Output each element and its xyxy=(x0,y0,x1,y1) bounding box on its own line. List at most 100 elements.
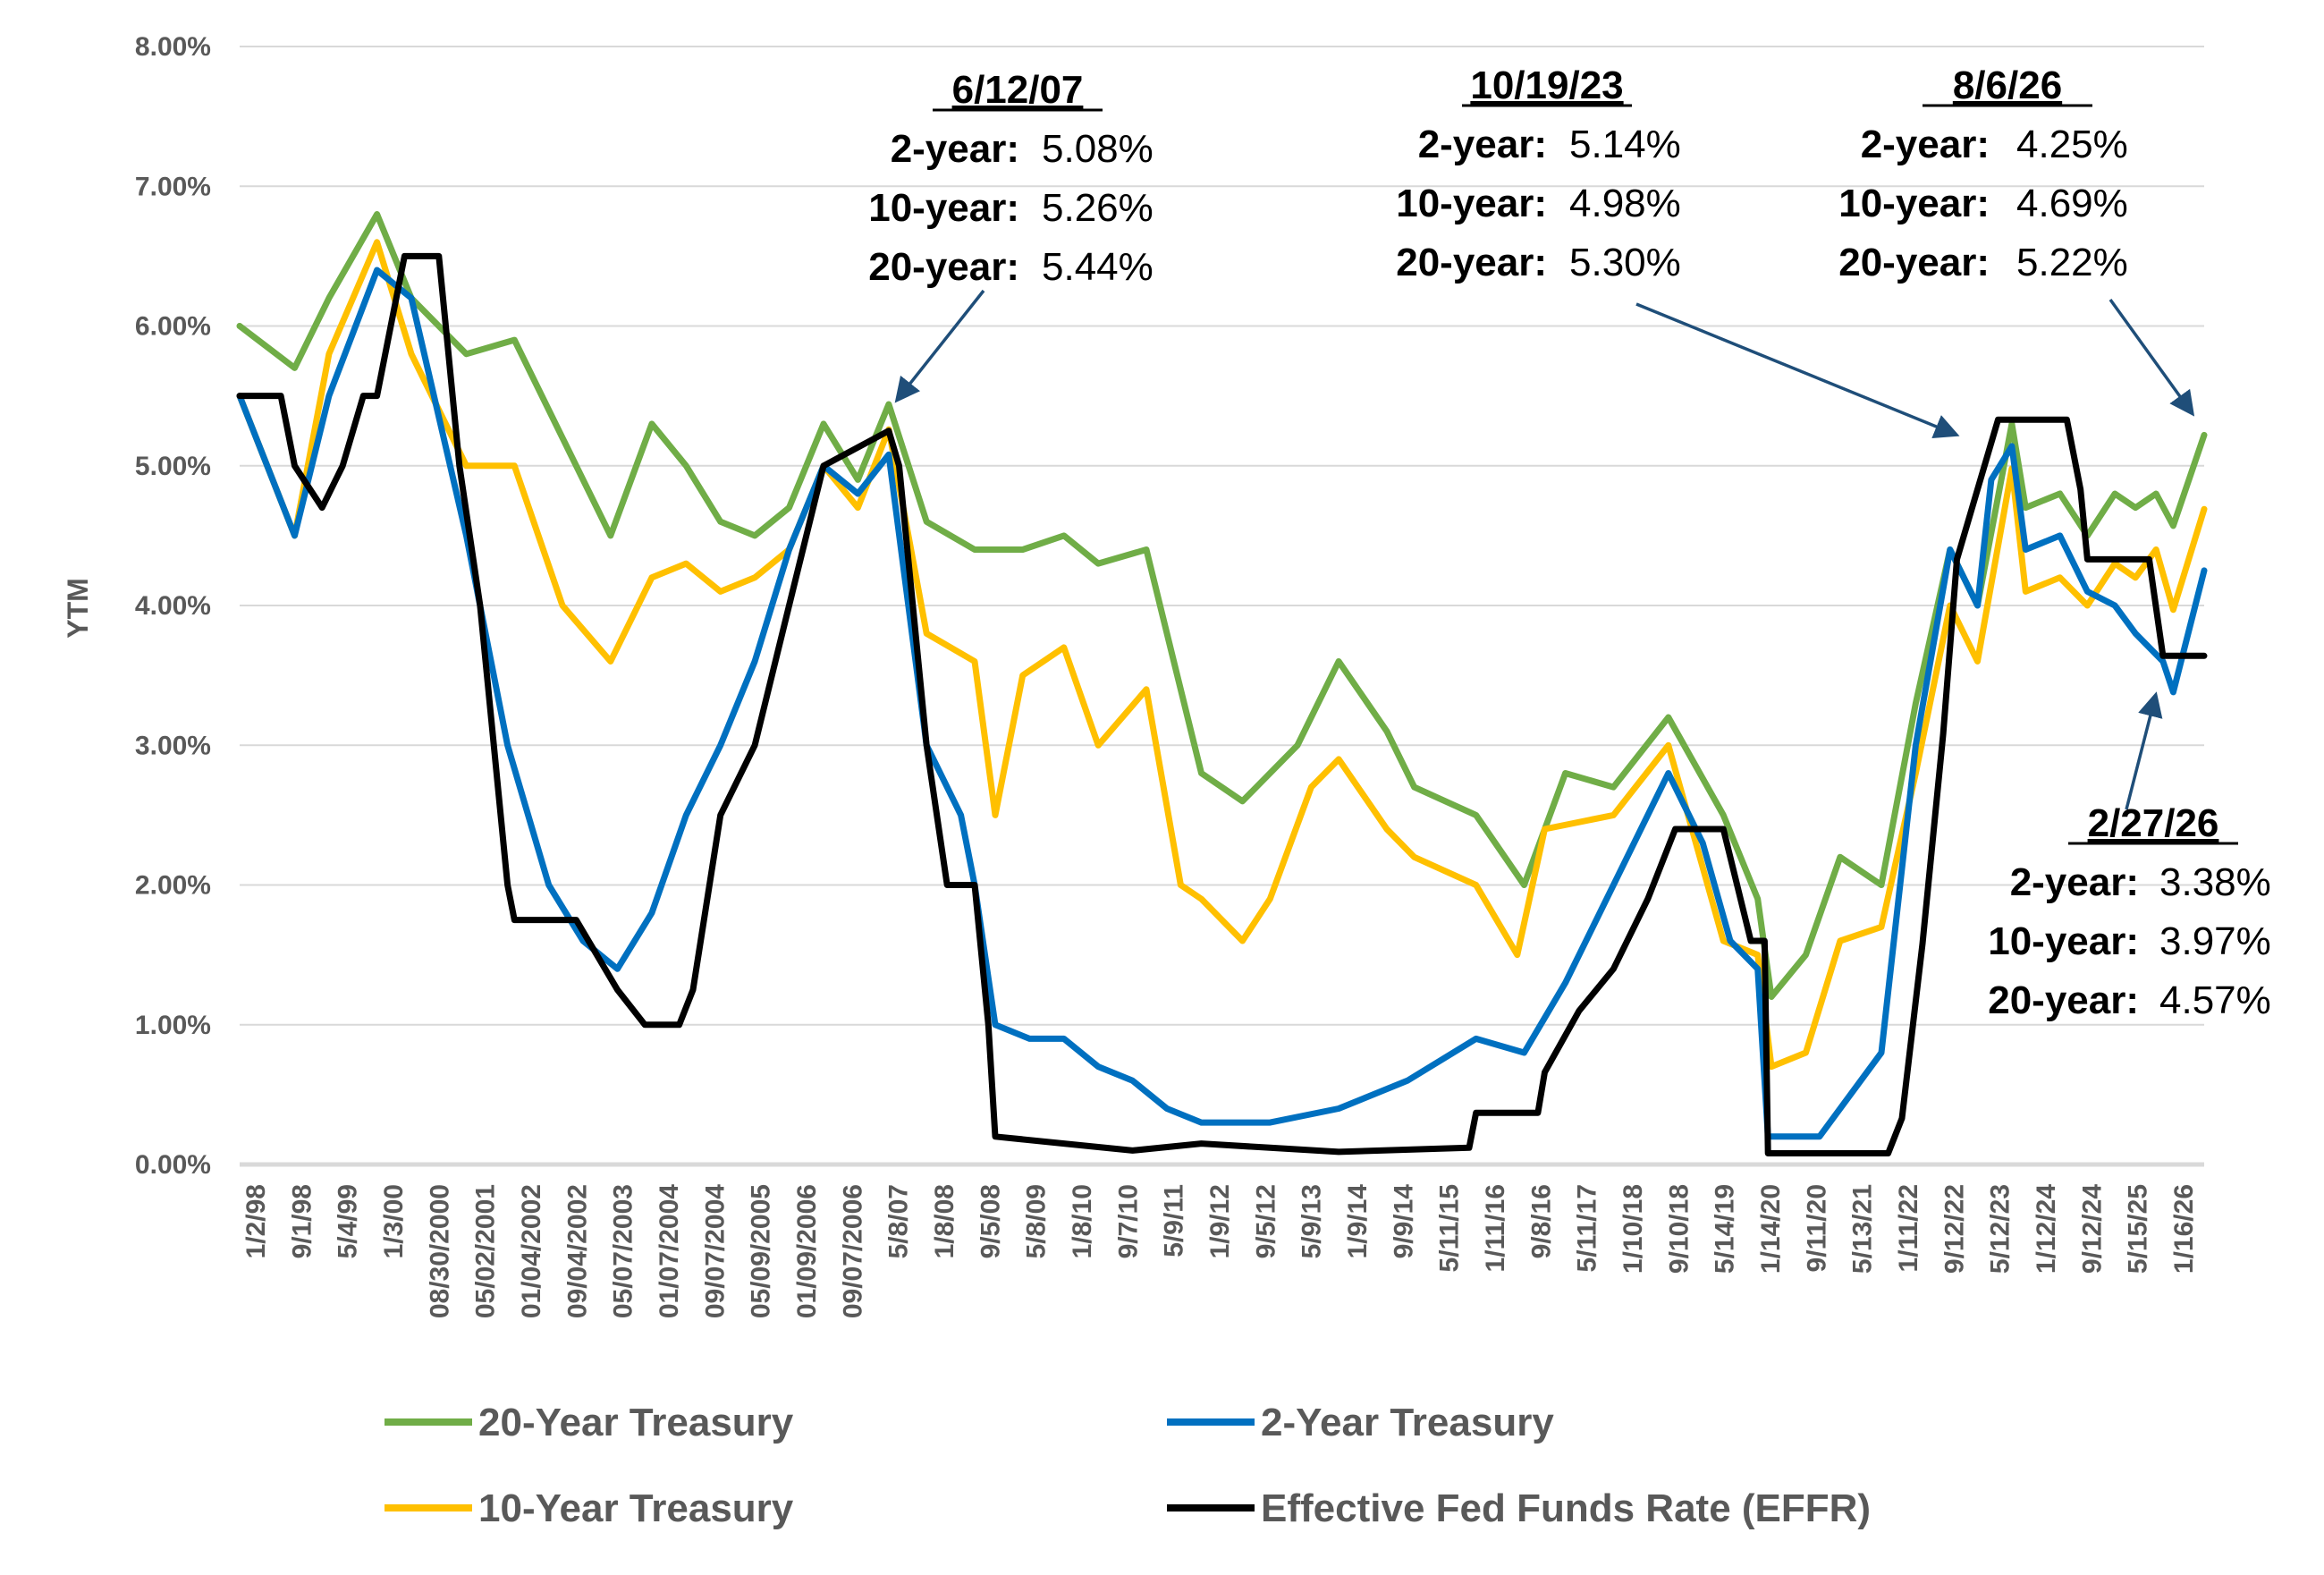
annotation-label: 2-year: xyxy=(891,127,1019,171)
x-tick-label: 1/3/00 xyxy=(379,1184,409,1258)
annotation-value: 5.08% xyxy=(1042,127,1154,171)
y-tick-label: 3.00% xyxy=(135,731,211,760)
x-tick-label: 9/11/20 xyxy=(1802,1184,1831,1272)
y-axis-ticks: 0.00% 1.00% 2.00% 3.00% 4.00% 5.00% 6.00% 7.00%… xyxy=(135,32,211,1180)
annotation-label: 2-year: xyxy=(2010,860,2139,904)
x-tick-label: 1/11/22 xyxy=(1894,1184,1923,1272)
annotation-label: 10-year: xyxy=(1396,182,1547,225)
series-line-10-year-treasury xyxy=(236,239,2208,1071)
y-tick-label: 5.00% xyxy=(135,452,211,481)
annotation-value: 5.14% xyxy=(1569,123,1681,166)
annotation-value: 5.30% xyxy=(1569,241,1681,284)
annotation-arrow xyxy=(894,289,985,403)
x-tick-label: 9/10/18 xyxy=(1664,1184,1694,1274)
legend-label: 10-Year Treasury xyxy=(478,1486,794,1530)
annotation-value: 3.97% xyxy=(2159,919,2271,963)
x-tick-label: 01/04/2002 xyxy=(517,1184,546,1318)
x-tick-label: 5/8/07 xyxy=(884,1184,914,1258)
x-tick-label: 5/13/21 xyxy=(1848,1184,1878,1274)
annotation-label: 10-year: xyxy=(1838,182,1990,225)
x-tick-label: 5/11/17 xyxy=(1573,1184,1602,1272)
annotation-label: 20-year: xyxy=(1396,241,1547,284)
x-tick-label: 1/9/12 xyxy=(1205,1184,1235,1258)
x-tick-label: 1/9/14 xyxy=(1343,1184,1373,1259)
x-tick-label: 5/4/99 xyxy=(334,1184,363,1258)
x-tick-label: 9/8/16 xyxy=(1526,1184,1556,1258)
annotation-arrow xyxy=(1635,302,1960,439)
annotation-value: 3.38% xyxy=(2159,860,2271,904)
x-tick-label: 9/12/24 xyxy=(2077,1184,2107,1274)
x-tick-label: 1/16/26 xyxy=(2169,1184,2199,1274)
annotation-date: 6/12/07 xyxy=(952,68,1084,112)
x-tick-label: 9/9/14 xyxy=(1389,1184,1418,1259)
annotation-arrow xyxy=(2125,691,2163,810)
y-tick-label: 1.00% xyxy=(135,1011,211,1040)
annotation-arrow xyxy=(2109,298,2195,417)
annotation-value: 5.22% xyxy=(2016,241,2128,284)
x-tick-label: 1/10/18 xyxy=(1618,1184,1648,1274)
legend: 20-Year Treasury 2-Year Treasury 10-Year T… xyxy=(385,1401,1871,1530)
y-tick-label: 0.00% xyxy=(135,1150,211,1180)
x-tick-label: 1/8/10 xyxy=(1068,1184,1097,1258)
x-tick-label: 05/09/2005 xyxy=(747,1184,776,1318)
x-tick-label: 08/30/2000 xyxy=(425,1184,454,1318)
x-tick-label: 09/07/2004 xyxy=(700,1184,730,1318)
x-tick-label: 1/2/98 xyxy=(241,1184,271,1258)
y-tick-label: 8.00% xyxy=(135,32,211,62)
x-tick-label: 9/12/22 xyxy=(1939,1184,1969,1274)
x-tick-label: 01/07/2004 xyxy=(655,1184,684,1318)
x-tick-label: 1/11/16 xyxy=(1481,1184,1510,1272)
series-line-2-year-treasury xyxy=(236,267,2208,1140)
annotation-label: 20-year: xyxy=(868,245,1019,289)
series-lines xyxy=(236,211,2208,1156)
series-line-effective-fed-funds-rate-effr xyxy=(236,252,2208,1156)
annotation-date: 8/6/26 xyxy=(1953,64,2062,107)
annotation-label: 10-year: xyxy=(1988,919,2139,963)
y-tick-label: 7.00% xyxy=(135,172,211,201)
x-tick-label: 5/9/11 xyxy=(1160,1184,1189,1257)
annotation-value: 4.25% xyxy=(2016,123,2128,166)
legend-label: 20-Year Treasury xyxy=(478,1401,794,1444)
x-tick-label: 9/1/98 xyxy=(287,1184,317,1258)
annotation-date: 10/19/23 xyxy=(1470,64,1623,107)
annotation-value: 4.69% xyxy=(2016,182,2128,225)
x-tick-label: 1/8/08 xyxy=(930,1184,959,1258)
legend-label: Effective Fed Funds Rate (EFFR) xyxy=(1261,1486,1871,1530)
y-tick-label: 4.00% xyxy=(135,591,211,621)
legend-label: 2-Year Treasury xyxy=(1261,1401,1554,1444)
annotation-label: 2-year: xyxy=(1861,123,1990,166)
x-tick-label: 01/09/2006 xyxy=(792,1184,822,1318)
x-tick-label: 5/12/23 xyxy=(1986,1184,2016,1274)
annotation-value: 4.98% xyxy=(1569,182,1681,225)
annotation-label: 2-year: xyxy=(1418,123,1547,166)
x-tick-label: 05/02/2001 xyxy=(471,1184,501,1318)
gridlines xyxy=(240,46,2204,1026)
annotation-label: 10-year: xyxy=(868,186,1019,230)
x-tick-label: 5/15/25 xyxy=(2124,1184,2153,1274)
series-line-20-year-treasury xyxy=(236,211,2208,1000)
x-tick-label: 05/07/2003 xyxy=(609,1184,638,1318)
x-tick-label: 9/7/10 xyxy=(1113,1184,1143,1258)
x-tick-label: 5/8/09 xyxy=(1022,1184,1052,1258)
x-tick-label: 5/9/13 xyxy=(1297,1184,1327,1258)
annotation-value: 5.44% xyxy=(1042,245,1154,289)
x-axis-ticks: 1/2/98 9/1/98 5/4/99 1/3/00 08/30/2000 05/02/… xyxy=(241,1184,2199,1318)
annotation-value: 5.26% xyxy=(1042,186,1154,230)
annotation-date: 2/27/26 xyxy=(2088,801,2219,845)
annotation-arrows xyxy=(894,289,2195,810)
x-tick-label: 1/14/20 xyxy=(1756,1184,1786,1274)
x-tick-label: 9/5/08 xyxy=(976,1184,1005,1258)
y-tick-label: 6.00% xyxy=(135,312,211,342)
annotations: 6/12/07 2-year: 5.08% 10-year: 5.26% 20-year:… xyxy=(868,64,2271,1022)
x-tick-label: 5/11/15 xyxy=(1435,1184,1465,1272)
x-tick-label: 1/12/24 xyxy=(2032,1184,2061,1274)
y-axis-label: YTM xyxy=(62,578,94,639)
annotation-label: 20-year: xyxy=(1838,241,1990,284)
x-tick-label: 09/07/2006 xyxy=(838,1184,867,1318)
x-tick-label: 09/04/2002 xyxy=(562,1184,592,1318)
x-tick-label: 5/14/19 xyxy=(1711,1184,1740,1274)
annotation-label: 20-year: xyxy=(1988,978,2139,1022)
x-tick-label: 9/5/12 xyxy=(1251,1184,1280,1258)
annotation-value: 4.57% xyxy=(2159,978,2271,1022)
